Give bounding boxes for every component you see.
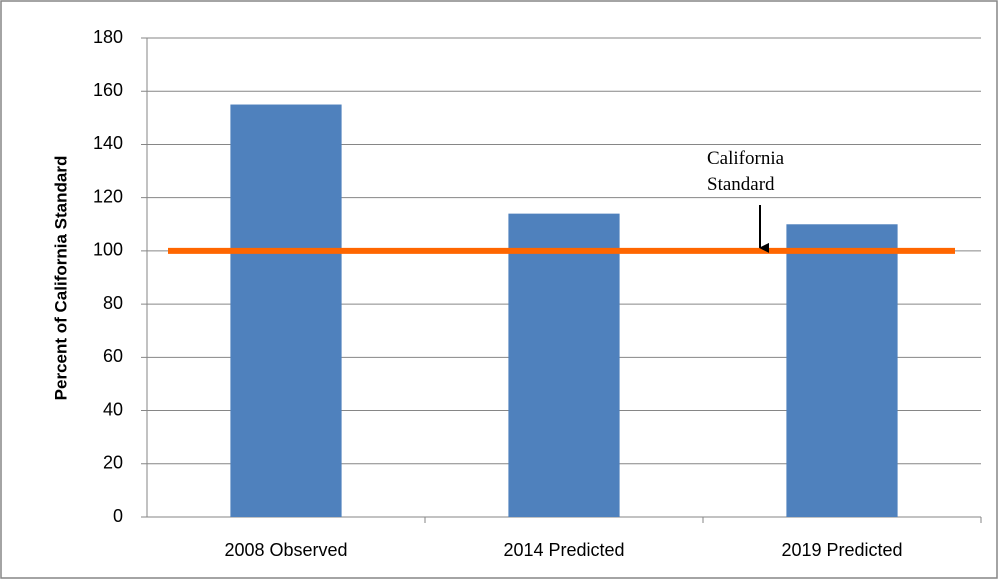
annotation: California Standard bbox=[707, 148, 785, 195]
y-tick-label: 120 bbox=[93, 186, 123, 206]
bar bbox=[786, 224, 898, 517]
y-tick-label: 160 bbox=[93, 80, 123, 100]
x-tick-label: 2008 Observed bbox=[224, 540, 347, 560]
y-tick-label: 0 bbox=[113, 506, 123, 526]
bar bbox=[508, 213, 620, 517]
y-tick-label: 40 bbox=[103, 399, 123, 419]
bar bbox=[230, 104, 342, 518]
x-tick-label: 2019 Predicted bbox=[781, 540, 902, 560]
y-tick-label: 60 bbox=[103, 346, 123, 366]
x-tick-label: 2014 Predicted bbox=[503, 540, 624, 560]
y-tick-label: 180 bbox=[93, 27, 123, 47]
y-tick-label: 100 bbox=[93, 240, 123, 260]
y-tick-label: 20 bbox=[103, 453, 123, 473]
y-tick-label: 80 bbox=[103, 293, 123, 313]
y-tick-label: 140 bbox=[93, 133, 123, 153]
y-axis-label: Percent of California Standard bbox=[51, 156, 70, 401]
